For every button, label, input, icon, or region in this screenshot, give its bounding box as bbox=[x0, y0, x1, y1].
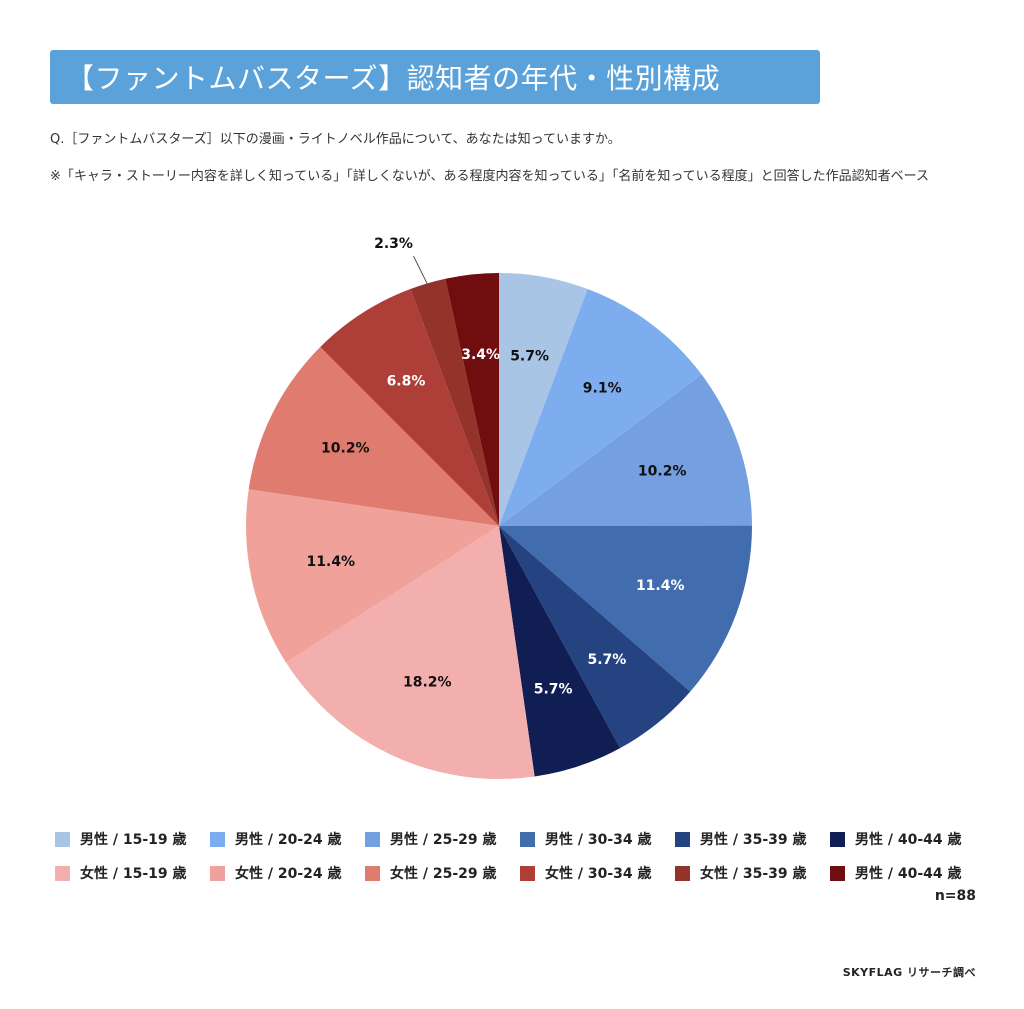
legend-swatch bbox=[210, 831, 225, 847]
pie-chart: 5.7% 9.1% 10.2% 11.4% 5.7% 5.7% 18.2% 11.4% 10.2… bbox=[245, 236, 752, 779]
leader-line bbox=[413, 255, 430, 288]
legend-label: 男性 / 20-24 歳 bbox=[235, 832, 342, 848]
pie-slice bbox=[499, 526, 621, 777]
legend-label: 男性 / 40-44 歳 bbox=[855, 866, 962, 882]
legend-label: 男性 / 15-19 歳 bbox=[80, 832, 187, 848]
pie-slice bbox=[285, 526, 535, 779]
legend-item: 男性 / 35-39 歳 bbox=[675, 829, 830, 849]
legend-label: 女性 / 20-24 歳 bbox=[235, 866, 342, 882]
legend-item: 男性 / 20-24 歳 bbox=[210, 829, 365, 849]
source-credit: SKYFLAG リサーチ調べ bbox=[842, 966, 976, 979]
legend-swatch bbox=[830, 831, 845, 847]
legend-item: 女性 / 20-24 歳 bbox=[210, 863, 365, 883]
chart-title: 【ファントムバスターズ】認知者の年代・性別構成 bbox=[66, 62, 721, 95]
pie-slice bbox=[499, 525, 752, 692]
legend-item: 男性 / 40-44 歳 bbox=[830, 863, 985, 883]
legend-item: 男性 / 30-34 歳 bbox=[520, 829, 675, 849]
legend-item: 女性 / 35-39 歳 bbox=[675, 863, 830, 883]
legend-item: 女性 / 25-29 歳 bbox=[365, 863, 520, 883]
slice-value-label: 5.7% bbox=[534, 681, 573, 697]
legend-label: 男性 / 30-34 歳 bbox=[545, 832, 652, 848]
legend-item: 女性 / 15-19 歳 bbox=[55, 863, 210, 883]
legend-item: 女性 / 30-34 歳 bbox=[520, 863, 675, 883]
legend-swatch bbox=[55, 831, 70, 847]
slice-value-label: 9.1% bbox=[583, 380, 622, 396]
pie-slice bbox=[499, 289, 702, 526]
legend-label: 女性 / 30-34 歳 bbox=[545, 866, 652, 882]
slice-value-label: 11.4% bbox=[307, 554, 356, 570]
legend-label: 男性 / 40-44 歳 bbox=[855, 832, 962, 848]
legend-swatch bbox=[830, 865, 845, 881]
slice-value-label: 2.3% bbox=[374, 236, 413, 252]
pie-slice bbox=[499, 526, 691, 749]
slice-value-label: 5.7% bbox=[587, 652, 626, 668]
legend-label: 男性 / 25-29 歳 bbox=[390, 832, 497, 848]
sample-size-label: n=88 bbox=[934, 888, 976, 904]
legend-label: 女性 / 15-19 歳 bbox=[80, 866, 187, 882]
survey-question: Q.［ファントムバスターズ］以下の漫画・ライトノベル作品について、あなたは知って… bbox=[50, 132, 621, 147]
legend-swatch bbox=[520, 831, 535, 847]
slice-value-label: 11.4% bbox=[636, 578, 685, 594]
legend-item: 男性 / 25-29 歳 bbox=[365, 829, 520, 849]
legend-label: 女性 / 35-39 歳 bbox=[700, 866, 807, 882]
chart-legend: 男性 / 15-19 歳男性 / 20-24 歳男性 / 25-29 歳男性 /… bbox=[55, 822, 985, 890]
legend-row: 男性 / 15-19 歳 男性 / 20-24 歳 男性 / 25-29 歳 男性 /… bbox=[55, 822, 985, 856]
slice-value-label: 18.2% bbox=[403, 674, 452, 690]
legend-swatch bbox=[365, 831, 380, 847]
legend-swatch bbox=[365, 865, 380, 881]
legend-swatch bbox=[210, 865, 225, 881]
legend-swatch bbox=[520, 865, 535, 881]
legend-swatch bbox=[675, 865, 690, 881]
slice-value-label: 10.2% bbox=[321, 441, 370, 457]
pie-slice bbox=[248, 346, 499, 526]
slice-value-label: 5.7% bbox=[510, 349, 549, 365]
pie-slice bbox=[499, 273, 588, 526]
legend-label: 女性 / 25-29 歳 bbox=[390, 866, 497, 882]
legend-swatch bbox=[675, 831, 690, 847]
slice-value-label: 10.2% bbox=[638, 464, 687, 480]
legend-swatch bbox=[55, 865, 70, 881]
survey-note: ※「キャラ・ストーリー内容を詳しく知っている」「詳しくないが、ある程度内容を知っ… bbox=[50, 169, 930, 184]
slice-value-label: 6.8% bbox=[387, 373, 426, 389]
pie-slice bbox=[410, 278, 499, 526]
pie-slice bbox=[499, 374, 752, 526]
pie-slice bbox=[320, 289, 499, 526]
legend-row: 女性 / 15-19 歳 女性 / 20-24 歳 女性 / 25-29 歳 女性 /… bbox=[55, 856, 985, 890]
legend-item: 男性 / 15-19 歳 bbox=[55, 829, 210, 849]
pie-slice bbox=[445, 273, 499, 526]
legend-item: 男性 / 40-44 歳 bbox=[830, 829, 985, 849]
pie-slice bbox=[245, 489, 499, 663]
slice-value-label: 3.4% bbox=[461, 347, 500, 363]
title-banner: 【ファントムバスターズ】認知者の年代・性別構成 bbox=[50, 50, 820, 104]
legend-label: 男性 / 35-39 歳 bbox=[700, 832, 807, 848]
